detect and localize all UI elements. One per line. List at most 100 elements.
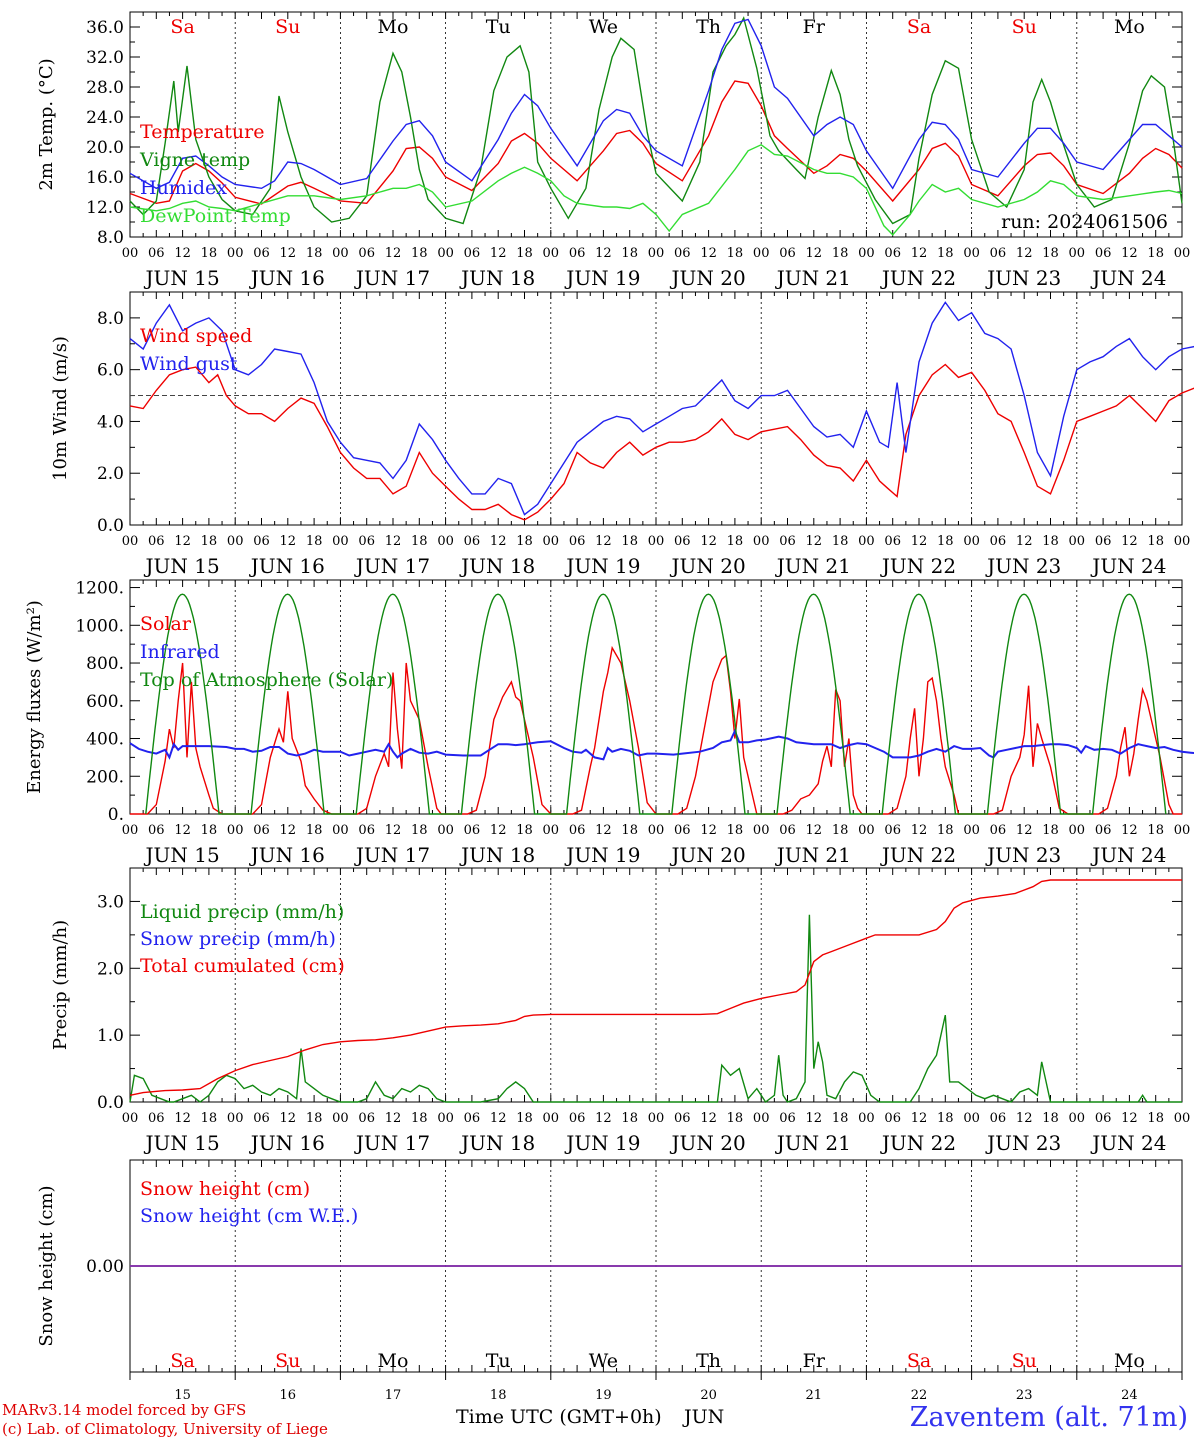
hour-label: 18 [621, 1111, 638, 1126]
date-number: 21 [806, 1388, 823, 1403]
date-number: 23 [1016, 1388, 1033, 1403]
y-tick-label: 6.0 [97, 361, 124, 381]
hour-label: 18 [306, 246, 323, 261]
series-humidex [129, 18, 1183, 190]
hour-label: 18 [201, 1111, 218, 1126]
hour-label: 00 [1069, 823, 1086, 838]
hour-label: 18 [516, 1111, 533, 1126]
day-name: Mo [378, 1350, 409, 1372]
day-name: Sa [170, 16, 194, 38]
hour-label: 18 [727, 246, 744, 261]
day-name: Sa [170, 1350, 194, 1372]
series-top-of-atmosphere-solar- [145, 593, 1167, 815]
date-label: JUN 18 [459, 266, 535, 290]
hour-label: 00 [543, 246, 560, 261]
hour-label: 06 [779, 534, 796, 549]
series-liquid-precip-mm-h- [129, 914, 1182, 1104]
hour-label: 18 [1147, 1111, 1164, 1126]
y-axis-title: 10m Wind (m/s) [50, 336, 71, 481]
date-label: JUN 17 [354, 843, 430, 867]
series-solar [130, 645, 1182, 815]
y-tick-label: 2.0 [97, 959, 124, 979]
hour-label: 06 [253, 534, 270, 549]
date-label: JUN 24 [1090, 843, 1166, 867]
hour-label: 12 [1121, 823, 1138, 838]
hour-label: 06 [358, 823, 375, 838]
hour-label: 06 [884, 1111, 901, 1126]
day-name: Sa [907, 16, 931, 38]
hour-label: 12 [385, 823, 402, 838]
hour-label: 00 [1174, 246, 1191, 261]
day-name: Fr [803, 16, 826, 38]
series-total-cumulated-cm- [129, 879, 1182, 1096]
date-label: JUN 19 [564, 1131, 640, 1155]
date-label: JUN 23 [985, 266, 1061, 290]
hour-label: 12 [911, 534, 928, 549]
hour-label: 18 [727, 1111, 744, 1126]
y-tick-label: 16.0 [86, 168, 124, 188]
date-label: JUN 20 [670, 1131, 746, 1155]
date-label: JUN 22 [880, 554, 956, 578]
panel-1: 8.0 12.0 16.0 20.0 24.0 28.0 32.0 36.0 2m Temp. … [36, 11, 1191, 290]
date-label: JUN 15 [144, 1131, 220, 1155]
date-number: 24 [1121, 1388, 1138, 1403]
hour-label: 06 [779, 823, 796, 838]
date-number: 22 [911, 1388, 928, 1403]
y-axis-title: Snow height (cm) [36, 1185, 57, 1346]
hour-label: 06 [990, 246, 1007, 261]
date-label: JUN 17 [354, 266, 430, 290]
date-label: JUN 16 [249, 843, 325, 867]
hour-label: 12 [595, 1111, 612, 1126]
legend-entry: Vigne temp [139, 149, 250, 171]
date-label: JUN 23 [985, 1131, 1061, 1155]
hour-label: 18 [411, 823, 428, 838]
hour-label: 18 [832, 534, 849, 549]
hour-label: 18 [727, 534, 744, 549]
hour-label: 00 [1174, 823, 1191, 838]
hour-label: 12 [595, 823, 612, 838]
hour-label: 12 [806, 534, 823, 549]
day-name: Su [275, 16, 300, 38]
hour-label: 18 [937, 1111, 954, 1126]
date-label: JUN 17 [354, 1131, 430, 1155]
hour-label: 00 [1069, 534, 1086, 549]
y-tick-label: 8.0 [97, 309, 124, 329]
y-tick-label: 400. [86, 730, 124, 750]
hour-label: 12 [490, 534, 507, 549]
legend-entry: Wind speed [140, 325, 252, 347]
hour-label: 00 [122, 534, 139, 549]
y-tick-label: 20.0 [86, 138, 124, 158]
date-label: JUN 15 [144, 266, 220, 290]
hour-label: 12 [385, 1111, 402, 1126]
date-label: JUN 20 [670, 554, 746, 578]
date-label: JUN 15 [144, 843, 220, 867]
hour-label: 06 [884, 823, 901, 838]
date-label: JUN 22 [880, 843, 956, 867]
day-name: Mo [1114, 16, 1145, 38]
hour-label: 18 [1147, 534, 1164, 549]
y-tick-label: 36.0 [86, 18, 124, 38]
hour-label: 12 [385, 246, 402, 261]
hour-label: 18 [411, 534, 428, 549]
hour-label: 06 [674, 534, 691, 549]
hour-label: 06 [674, 246, 691, 261]
hour-label: 18 [937, 534, 954, 549]
hour-label: 12 [174, 1111, 191, 1126]
hour-label: 00 [648, 823, 665, 838]
hour-label: 00 [227, 534, 244, 549]
y-tick-label: 4.0 [97, 412, 124, 432]
hour-label: 00 [437, 823, 454, 838]
hour-label: 00 [648, 534, 665, 549]
hour-label: 12 [1016, 1111, 1033, 1126]
day-name: Su [1012, 16, 1037, 38]
hour-label: 06 [990, 1111, 1007, 1126]
hour-label: 12 [280, 246, 297, 261]
hour-label: 18 [306, 1111, 323, 1126]
hour-label: 06 [1095, 246, 1112, 261]
legend-entry: Liquid precip (mm/h) [140, 901, 344, 923]
hour-label: 00 [858, 534, 875, 549]
y-tick-label: 2.0 [97, 464, 124, 484]
lab-credit: (c) Lab. of Climatology, University of L… [2, 1420, 328, 1438]
hour-label: 18 [1042, 246, 1059, 261]
legend-entry: Total cumulated (cm) [140, 955, 345, 977]
